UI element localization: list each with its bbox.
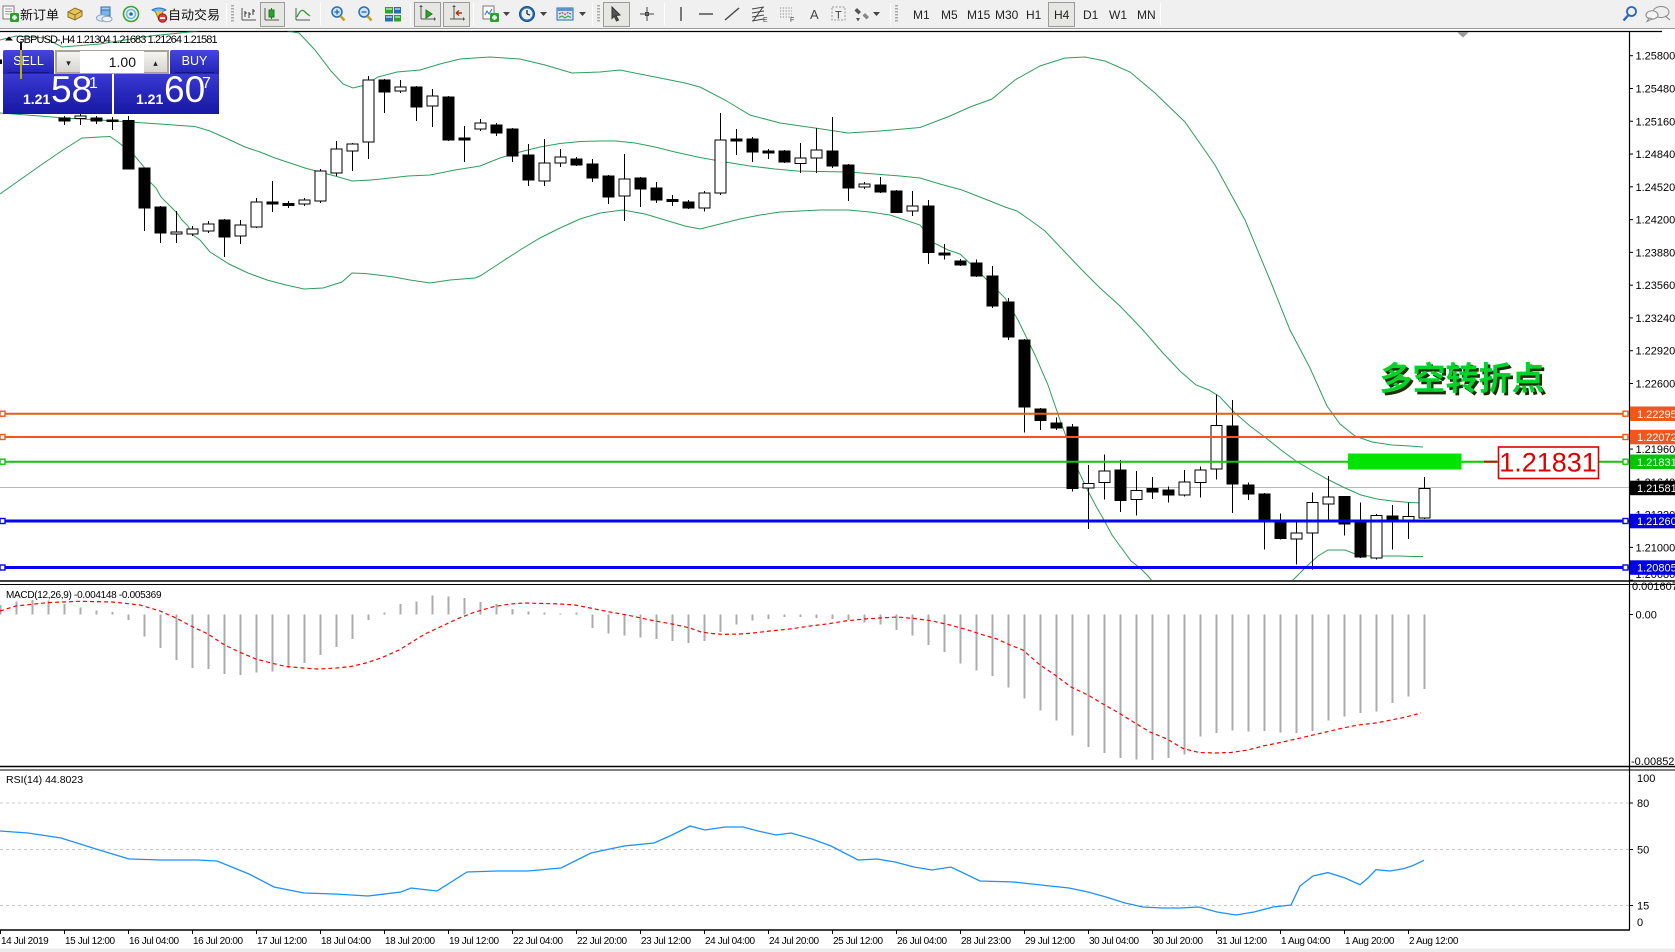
svg-text:T: T	[835, 10, 842, 22]
svg-text:15: 15	[1637, 901, 1649, 913]
svg-text:1.21831: 1.21831	[1637, 457, 1675, 469]
svg-text:24 Jul 20:00: 24 Jul 20:00	[769, 936, 820, 947]
svg-text:1.23880: 1.23880	[1636, 247, 1675, 259]
svg-text:16 Jul 04:00: 16 Jul 04:00	[129, 936, 180, 947]
svg-text:29 Jul 12:00: 29 Jul 12:00	[1025, 936, 1076, 947]
svg-text:1.23560: 1.23560	[1636, 280, 1675, 292]
svg-text:1.25480: 1.25480	[1636, 83, 1675, 95]
svg-text:1.22600: 1.22600	[1636, 379, 1675, 391]
svg-text:-0.008522: -0.008522	[1631, 756, 1675, 768]
svg-text:17 Jul 12:00: 17 Jul 12:00	[257, 936, 308, 947]
svg-text:F: F	[790, 17, 794, 23]
svg-text:1.24520: 1.24520	[1636, 182, 1675, 194]
svg-text:1.21581: 1.21581	[1637, 483, 1675, 495]
svg-text:31 Jul 12:00: 31 Jul 12:00	[1217, 936, 1268, 947]
svg-text:E: E	[763, 17, 768, 23]
svg-text:22 Jul 04:00: 22 Jul 04:00	[513, 936, 564, 947]
svg-text:18 Jul 04:00: 18 Jul 04:00	[321, 936, 372, 947]
svg-text:A: A	[810, 7, 819, 22]
svg-text:14 Jul 2019: 14 Jul 2019	[1, 936, 49, 947]
svg-text:1.22920: 1.22920	[1636, 346, 1675, 358]
svg-text:18 Jul 20:00: 18 Jul 20:00	[385, 936, 436, 947]
svg-text:1.25160: 1.25160	[1636, 116, 1675, 128]
svg-text:0: 0	[1637, 917, 1643, 929]
svg-text:1.23240: 1.23240	[1636, 313, 1675, 325]
svg-text:1 Aug 20:00: 1 Aug 20:00	[1345, 936, 1395, 947]
svg-text:25 Jul 12:00: 25 Jul 12:00	[833, 936, 884, 947]
svg-text:1.21000: 1.21000	[1636, 542, 1675, 554]
svg-text:1.22295: 1.22295	[1637, 409, 1675, 421]
svg-text:100: 100	[1637, 773, 1655, 785]
svg-text:0.00: 0.00	[1636, 610, 1657, 622]
svg-text:1.24200: 1.24200	[1636, 215, 1675, 227]
svg-text:16 Jul 20:00: 16 Jul 20:00	[193, 936, 244, 947]
svg-text:1.24840: 1.24840	[1636, 149, 1675, 161]
svg-text:30 Jul 20:00: 30 Jul 20:00	[1153, 936, 1204, 947]
svg-text:2 Aug 12:00: 2 Aug 12:00	[1409, 936, 1459, 947]
svg-text:RSI(14) 44.8023: RSI(14) 44.8023	[6, 774, 83, 786]
svg-text:15 Jul 12:00: 15 Jul 12:00	[65, 936, 116, 947]
svg-text:1.25800: 1.25800	[1636, 51, 1675, 63]
svg-text:24 Jul 04:00: 24 Jul 04:00	[705, 936, 756, 947]
svg-text:1.21960: 1.21960	[1636, 444, 1675, 456]
svg-text:23 Jul 12:00: 23 Jul 12:00	[641, 936, 692, 947]
svg-text:19 Jul 12:00: 19 Jul 12:00	[449, 936, 500, 947]
svg-text:0.001607: 0.001607	[1632, 581, 1675, 593]
svg-text:80: 80	[1637, 798, 1649, 810]
svg-text:1.21831: 1.21831	[1499, 448, 1597, 478]
svg-text:28 Jul 23:00: 28 Jul 23:00	[961, 936, 1012, 947]
svg-text:50: 50	[1637, 845, 1649, 857]
svg-text:1.21260: 1.21260	[1637, 516, 1675, 528]
svg-text:30 Jul 04:00: 30 Jul 04:00	[1089, 936, 1140, 947]
svg-text:1.22072: 1.22072	[1637, 432, 1675, 444]
svg-text:26 Jul 04:00: 26 Jul 04:00	[897, 936, 948, 947]
svg-text:MACD(12,26,9) -0.004148 -0.005: MACD(12,26,9) -0.004148 -0.005369	[6, 590, 162, 601]
svg-text:1.20805: 1.20805	[1637, 563, 1675, 575]
svg-text:1 Aug 04:00: 1 Aug 04:00	[1281, 936, 1331, 947]
svg-text:GBPUSD-,H4 1.21304 1.21683 1.: GBPUSD-,H4 1.21304 1.21683 1.21264 1.215…	[16, 34, 217, 46]
svg-text:22 Jul 20:00: 22 Jul 20:00	[577, 936, 628, 947]
